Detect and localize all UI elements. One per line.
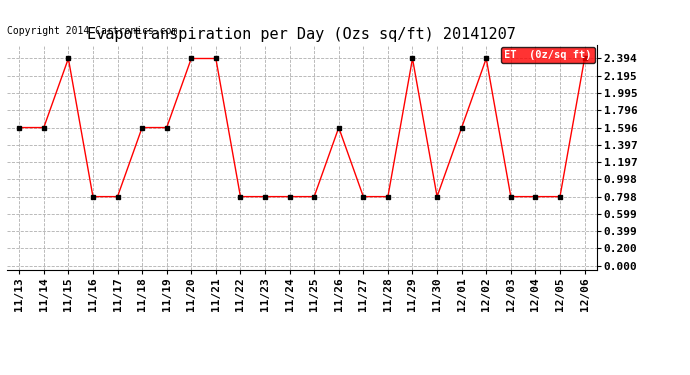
- Title: Evapotranspiration per Day (Ozs sq/ft) 20141207: Evapotranspiration per Day (Ozs sq/ft) 2…: [88, 27, 516, 42]
- Text: Copyright 2014 Cartronics.com: Copyright 2014 Cartronics.com: [7, 26, 177, 36]
- Legend: ET  (0z/sq ft): ET (0z/sq ft): [501, 47, 595, 63]
